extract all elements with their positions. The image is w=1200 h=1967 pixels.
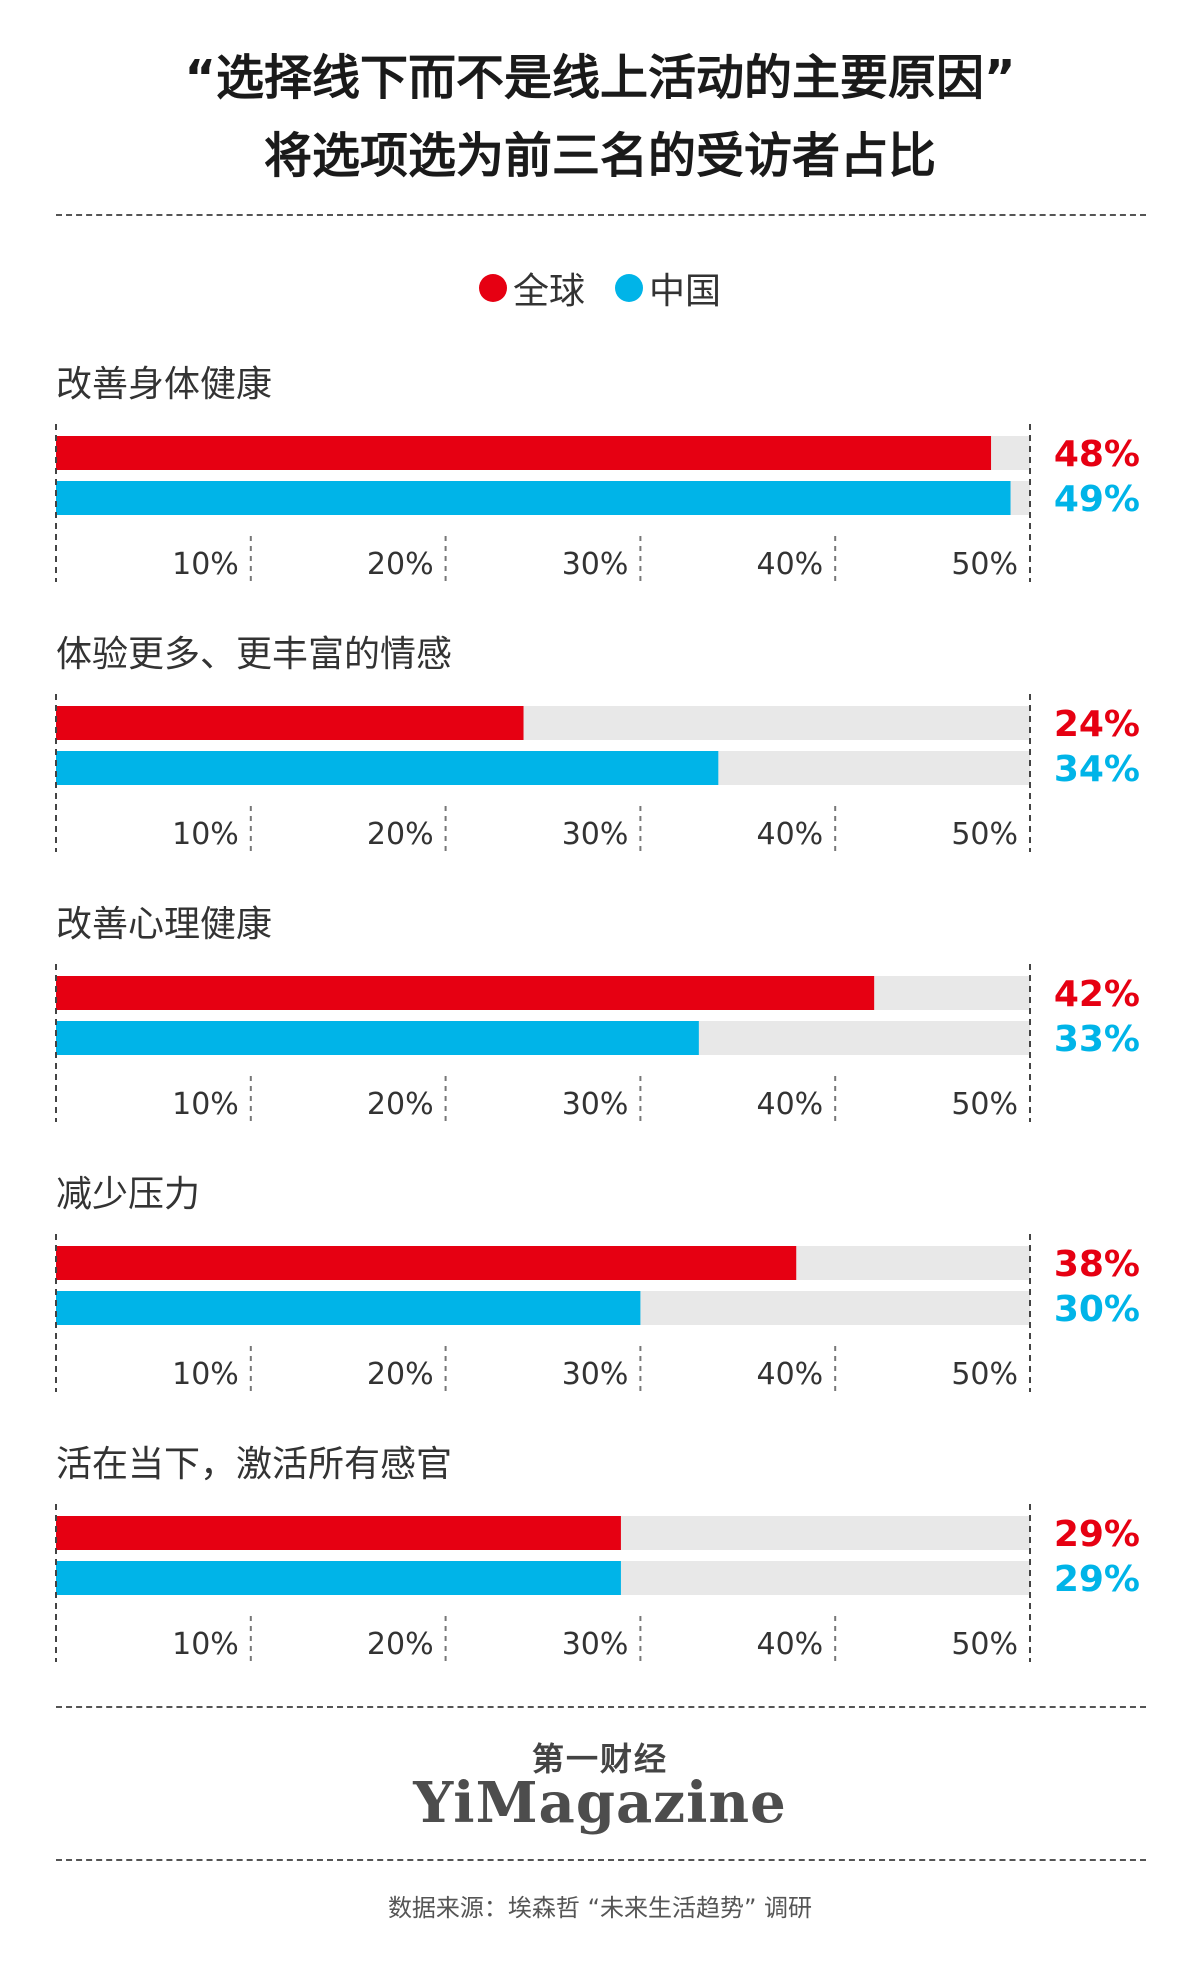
panel-plot: 29%29% 10% 20% 30% 40% 50% <box>55 1504 1140 1662</box>
tick-label: 30% <box>562 1357 629 1392</box>
tick-label: 40% <box>757 1357 824 1392</box>
brand-chinese: 第一财经 <box>531 1740 668 1778</box>
value-label-china: 34% <box>1054 749 1140 790</box>
divider-bottom <box>56 1859 1146 1861</box>
bar-china <box>56 481 1011 515</box>
tick-label: 50% <box>951 817 1018 852</box>
tick-label: 10% <box>172 1627 239 1662</box>
chart-title-line2: 将选项选为前三名的受访者占比 <box>263 128 936 184</box>
bar-global <box>56 706 524 740</box>
tick-label: 40% <box>757 1627 824 1662</box>
value-label-global: 42% <box>1054 974 1140 1015</box>
tick-label: 20% <box>367 547 434 582</box>
panel-4: 活在当下，激活所有感官 29% 29% 10% 20% 30% 40% 50% <box>0 1440 1200 1710</box>
bar-global <box>56 1246 797 1280</box>
legend: 全球 中国 <box>0 262 1200 314</box>
value-label-global: 38% <box>1054 1244 1140 1285</box>
bar-china <box>56 1291 641 1325</box>
legend-dot-china <box>615 274 643 302</box>
tick-label: 20% <box>367 1087 434 1122</box>
tick-label: 20% <box>367 1357 434 1392</box>
tick-label: 20% <box>367 1627 434 1662</box>
tick-label: 50% <box>951 1627 1018 1662</box>
tick-label: 50% <box>951 547 1018 582</box>
legend-label-china: 中国 <box>649 271 722 312</box>
divider-top <box>56 214 1146 216</box>
panel-plot: 48%49% 10% 20% 30% 40% 50% <box>55 424 1140 582</box>
legend-item-china: 中国 <box>615 262 721 314</box>
bar-china <box>56 751 719 785</box>
data-source: 数据来源：埃森哲 “未来生活趋势” 调研 <box>387 1894 813 1922</box>
tick-label: 30% <box>562 1627 629 1662</box>
bar-global <box>56 436 992 470</box>
tick-label: 30% <box>562 547 629 582</box>
value-label-global: 48% <box>1054 434 1140 475</box>
panel-0: 改善身体健康 48% 49% 10% 20% 30% 40% 50% <box>0 360 1200 630</box>
value-label-china: 49% <box>1054 479 1140 520</box>
panel-plot: 38%30%10% 20% 30% 40% 50% <box>55 1234 1140 1392</box>
legend-item-global: 全球 <box>478 262 585 314</box>
value-label-global: 29% <box>1054 1514 1140 1555</box>
value-label-global: 24% <box>1054 704 1140 745</box>
tick-label: 20% <box>367 817 434 852</box>
panel-2: 改善心理健康 42% 33% 10% 20% 30% 40% 50% <box>0 900 1200 1170</box>
divider-middle <box>56 1706 1146 1708</box>
legend-label-global: 全球 <box>512 271 585 312</box>
panel-3: 减少压力 38% 30% 10% 20% 30% 40% 50% <box>0 1170 1200 1440</box>
value-label-china: 33% <box>1054 1019 1140 1060</box>
legend-dot-global <box>478 274 507 302</box>
bar-global <box>56 976 875 1010</box>
panel-plot: 42%33% 10% 20% 30% 40% 50% <box>55 964 1140 1122</box>
panel-1: 体验更多、更丰富的情感 24% 34% 10% 20% 30% 40% 50% <box>0 630 1200 900</box>
panel-plot: 24%34% 10% 20% 30% 40% 50% <box>55 694 1140 852</box>
tick-label: 50% <box>951 1087 1018 1122</box>
bar-china <box>56 1021 699 1055</box>
category-label: 体验更多、更丰富的情感 <box>56 634 453 675</box>
category-label: 活在当下，激活所有感官 <box>56 1444 453 1485</box>
tick-label: 10% <box>172 817 239 852</box>
bar-global <box>56 1516 621 1550</box>
value-label-china: 29% <box>1054 1559 1140 1600</box>
tick-label: 40% <box>757 547 824 582</box>
chart-title-line1: “选择线下而不是线上活动的主要原因” <box>184 50 1016 106</box>
category-label: 减少压力 <box>56 1174 201 1215</box>
category-label: 改善心理健康 <box>56 904 273 945</box>
tick-label: 30% <box>562 1087 629 1122</box>
value-label-china: 30% <box>1054 1289 1140 1330</box>
tick-label: 40% <box>757 817 824 852</box>
brand-logo: YiMagazine <box>413 1770 787 1836</box>
tick-label: 10% <box>172 1087 239 1122</box>
category-label: 改善身体健康 <box>56 364 273 405</box>
tick-label: 10% <box>172 1357 239 1392</box>
tick-label: 10% <box>172 547 239 582</box>
tick-label: 50% <box>951 1357 1018 1392</box>
bar-china <box>56 1561 621 1595</box>
tick-label: 30% <box>562 817 629 852</box>
tick-label: 40% <box>757 1087 824 1122</box>
